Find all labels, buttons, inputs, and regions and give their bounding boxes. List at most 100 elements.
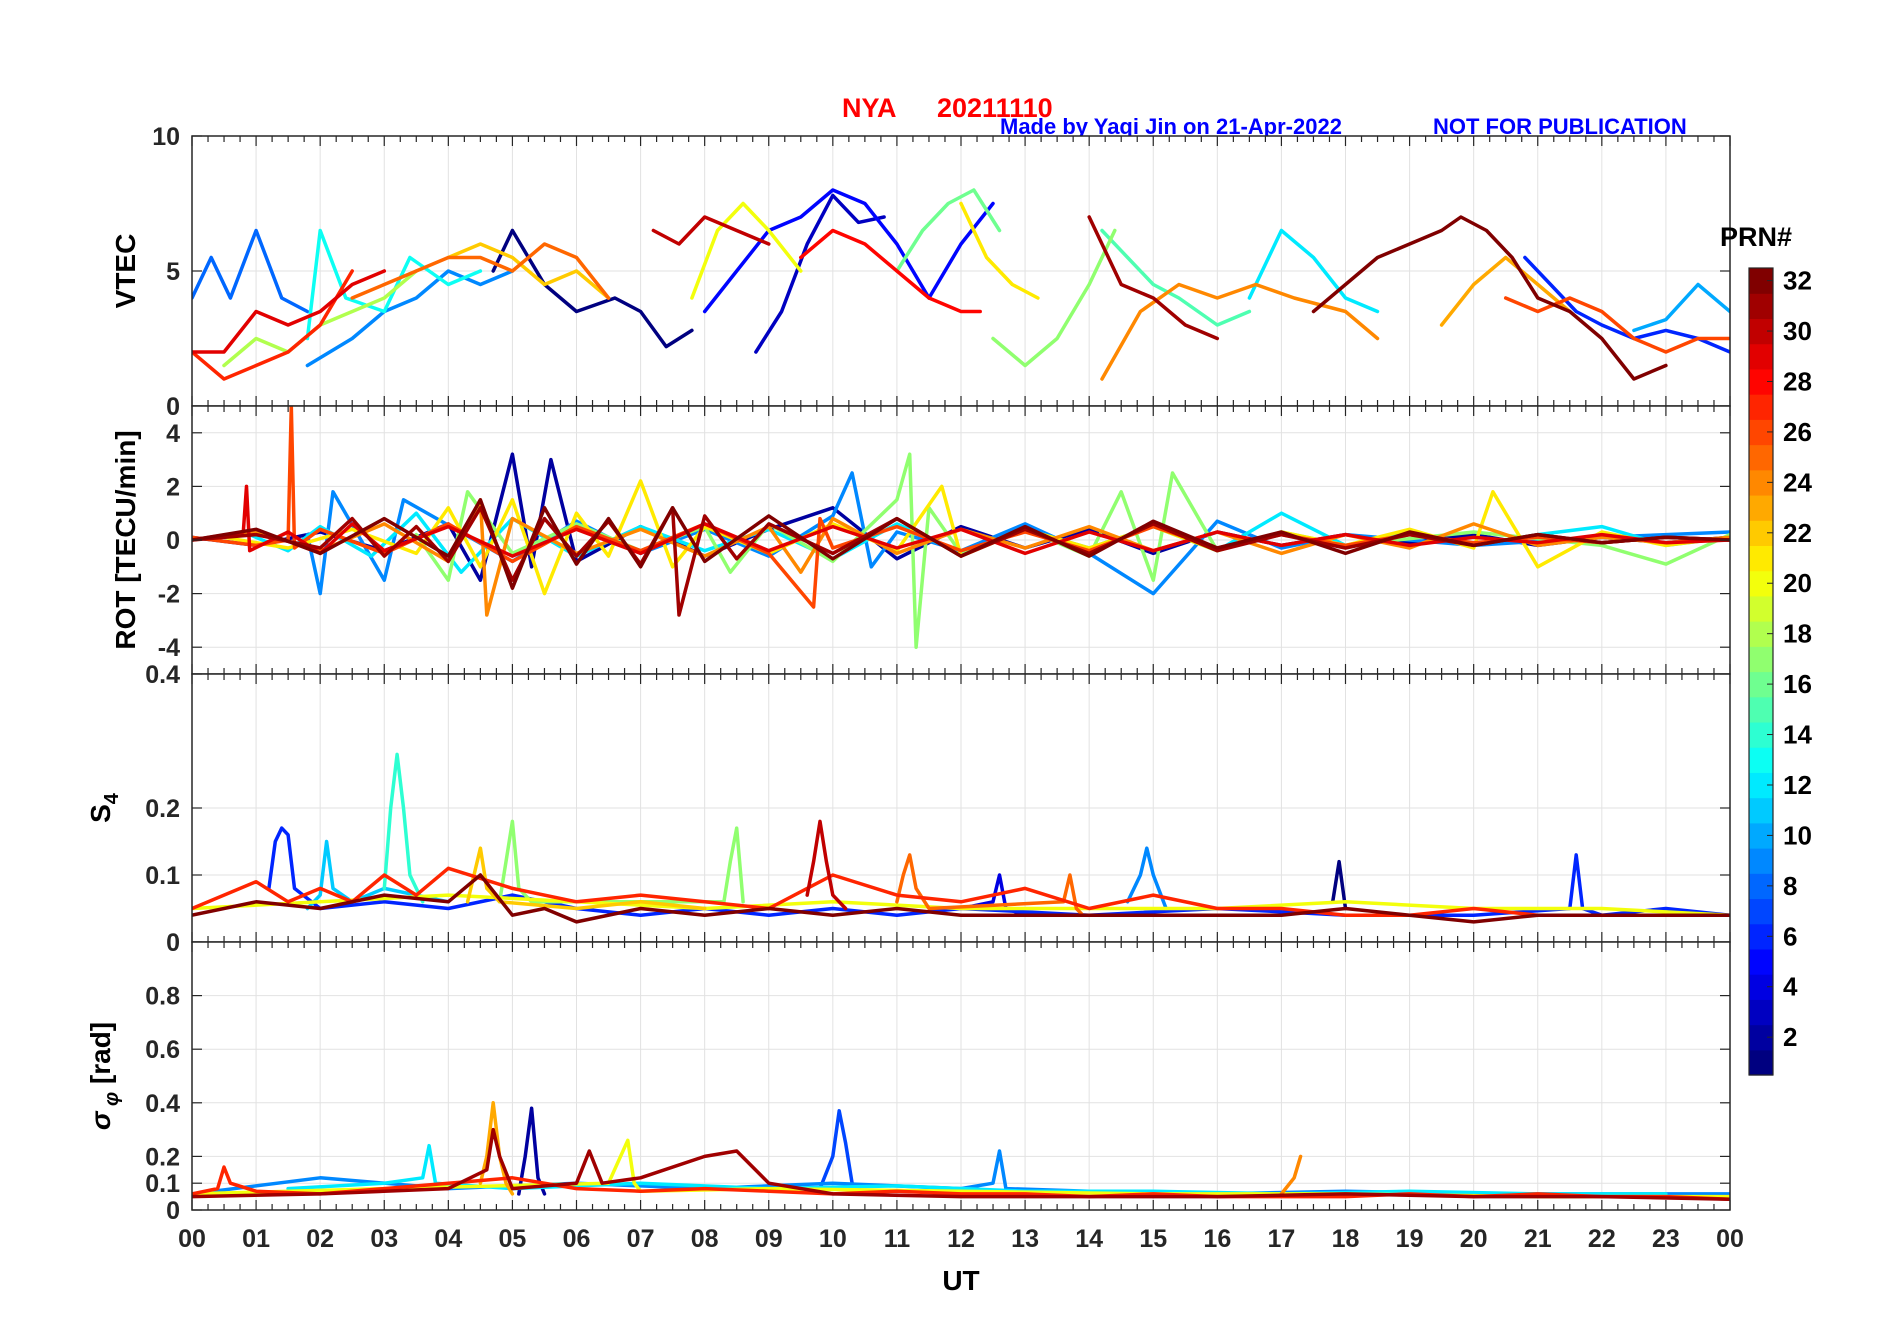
- panel-sigma_phi: 00.10.2 0.4 0.6 0.8 σ φ [rad]: [85, 941, 1731, 1225]
- series-prn-1: [1330, 859, 1348, 911]
- panel-s4: 0 0.1 0.2 0.4 S4: [85, 661, 1731, 957]
- y-tick-label: 0: [166, 393, 180, 421]
- panel-rot: -4 -2 0 2 4 ROT [TECU/min]: [110, 405, 1731, 675]
- x-tick-label: 19: [1396, 1225, 1424, 1253]
- series-prn-6: [1523, 255, 1730, 354]
- colorbar-tick-label: 8: [1783, 871, 1797, 901]
- x-tick-label: 18: [1332, 1225, 1360, 1253]
- x-axis: 00 01 02 03 04 05 06 07 08 09 10 11 12 13 14 15 16 17 18 19…: [178, 1225, 1744, 1296]
- x-tick-label: 10: [819, 1225, 847, 1253]
- series-prn-22: [465, 846, 707, 911]
- series-prn-8: [192, 228, 310, 314]
- y-axis-label-rot: ROT [TECU/min]: [110, 430, 141, 649]
- x-tick-label: 01: [242, 1225, 270, 1253]
- x-tick-label: 02: [306, 1225, 334, 1253]
- series-prn-32: [192, 873, 1730, 924]
- y-tick-label: 5: [166, 258, 180, 286]
- colorbar-segment: [1749, 948, 1773, 975]
- series-prn-28: [799, 228, 982, 314]
- x-axis-label: UT: [942, 1265, 979, 1296]
- colorbar-segment: [1749, 999, 1773, 1026]
- x-tick-label: 22: [1588, 1225, 1616, 1253]
- y-tick-label: -2: [158, 581, 180, 609]
- series-prn-31: [1087, 215, 1220, 341]
- colorbar-frame: [1748, 267, 1774, 1076]
- colorbar-tick-label: 18: [1783, 619, 1812, 649]
- x-tick-label: 17: [1268, 1225, 1296, 1253]
- series-prn-12: [1247, 228, 1380, 314]
- x-tick-label: 15: [1139, 1225, 1167, 1253]
- x-tick-label: 16: [1203, 1225, 1231, 1253]
- series-prn-23: [478, 1101, 515, 1196]
- series-prn-24: [1100, 282, 1380, 381]
- colorbar-segment: [1749, 494, 1773, 521]
- colorbar-tick-label: 28: [1783, 366, 1812, 396]
- colorbar-tick-label: 6: [1783, 921, 1797, 951]
- y-label-unit: [rad]: [85, 1022, 116, 1092]
- series-prn-30: [651, 215, 771, 246]
- colorbar-tick-label: 22: [1783, 518, 1812, 548]
- y-tick-label: 0.4: [145, 1090, 180, 1118]
- title-station: NYA: [842, 93, 897, 123]
- x-tick-label: 23: [1652, 1225, 1680, 1253]
- colorbar-segment: [1749, 848, 1773, 874]
- y-axis-label-sigma_phi: σ φ [rad]: [85, 1022, 123, 1130]
- colorbar-tick-label: 26: [1783, 417, 1812, 447]
- series-prn-14: [382, 752, 425, 904]
- series-prn-13: [305, 228, 483, 341]
- colorbar-segment: [1749, 545, 1773, 572]
- colorbar-segment: [1749, 898, 1773, 925]
- y-tick-label: 0: [166, 929, 180, 957]
- series-group: [192, 752, 1730, 924]
- series-prn-31: [192, 1127, 1730, 1202]
- series-prn-27: [192, 269, 354, 381]
- panel-vtec: 0 5 10 VTEC: [110, 123, 1731, 421]
- colorbar-segment: [1749, 394, 1773, 420]
- series-prn-32: [1311, 215, 1668, 381]
- series-prn-25: [350, 242, 611, 300]
- y-tick-label: 0: [166, 527, 180, 555]
- credit-note: Made by Yaqi Jin on 21-Apr-2022: [1000, 114, 1342, 139]
- series-prn-20: [690, 201, 803, 300]
- series-prn-26: [1503, 296, 1730, 354]
- colorbar-tick-label: 14: [1783, 720, 1812, 750]
- series-prn-9: [305, 269, 515, 368]
- colorbar-segment: [1749, 696, 1773, 723]
- series-prn-9: [305, 471, 1730, 596]
- x-tick-label: 09: [755, 1225, 783, 1253]
- y-axis-label-s4: S4: [85, 792, 123, 823]
- y-label-sigma: σ: [85, 1110, 116, 1130]
- series-prn-27: [192, 866, 1730, 917]
- series-prn-9: [1125, 846, 1168, 911]
- colorbar-segment: [1749, 293, 1773, 320]
- series-prn-5: [702, 188, 995, 314]
- series-prn-23: [1439, 255, 1572, 327]
- y-tick-label: 10: [152, 123, 180, 151]
- series-prn-29: [192, 269, 387, 354]
- series-prn-11: [305, 839, 451, 911]
- series-prn-17: [991, 228, 1117, 368]
- y-label-sub: 4: [101, 792, 123, 804]
- y-tick-label: -4: [158, 634, 180, 662]
- x-tick-label: 05: [499, 1225, 527, 1253]
- x-tick-label: 20: [1460, 1225, 1488, 1253]
- series-prn-22: [446, 242, 611, 300]
- x-tick-label: 14: [1075, 1225, 1103, 1253]
- colorbar-tick-label: 32: [1783, 266, 1812, 296]
- series-prn-24: [1279, 1154, 1303, 1196]
- x-tick-label: 07: [627, 1225, 655, 1253]
- series-prn-15: [1100, 228, 1252, 327]
- y-tick-label: 0.8: [145, 983, 180, 1011]
- colorbar-tick-label: 20: [1783, 568, 1812, 598]
- series-prn-32: [192, 498, 1730, 590]
- colorbar-segment: [1749, 747, 1773, 773]
- y-axis-label-vtec: VTEC: [110, 234, 141, 309]
- y-tick-label: 0.1: [145, 862, 180, 890]
- x-tick-label: 06: [563, 1225, 591, 1253]
- x-tick-label: 11: [884, 1225, 911, 1253]
- colorbar-segment: [1749, 444, 1773, 471]
- series-prn-10: [1632, 282, 1730, 333]
- series-group: [192, 406, 1730, 649]
